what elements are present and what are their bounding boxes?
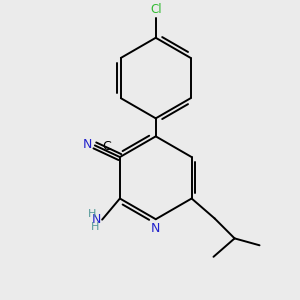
Text: Cl: Cl — [150, 3, 162, 16]
Text: H: H — [91, 222, 99, 232]
Text: C: C — [103, 140, 112, 153]
Text: N: N — [92, 213, 101, 226]
Text: N: N — [151, 222, 160, 235]
Text: H: H — [88, 208, 97, 218]
Text: N: N — [83, 138, 92, 151]
